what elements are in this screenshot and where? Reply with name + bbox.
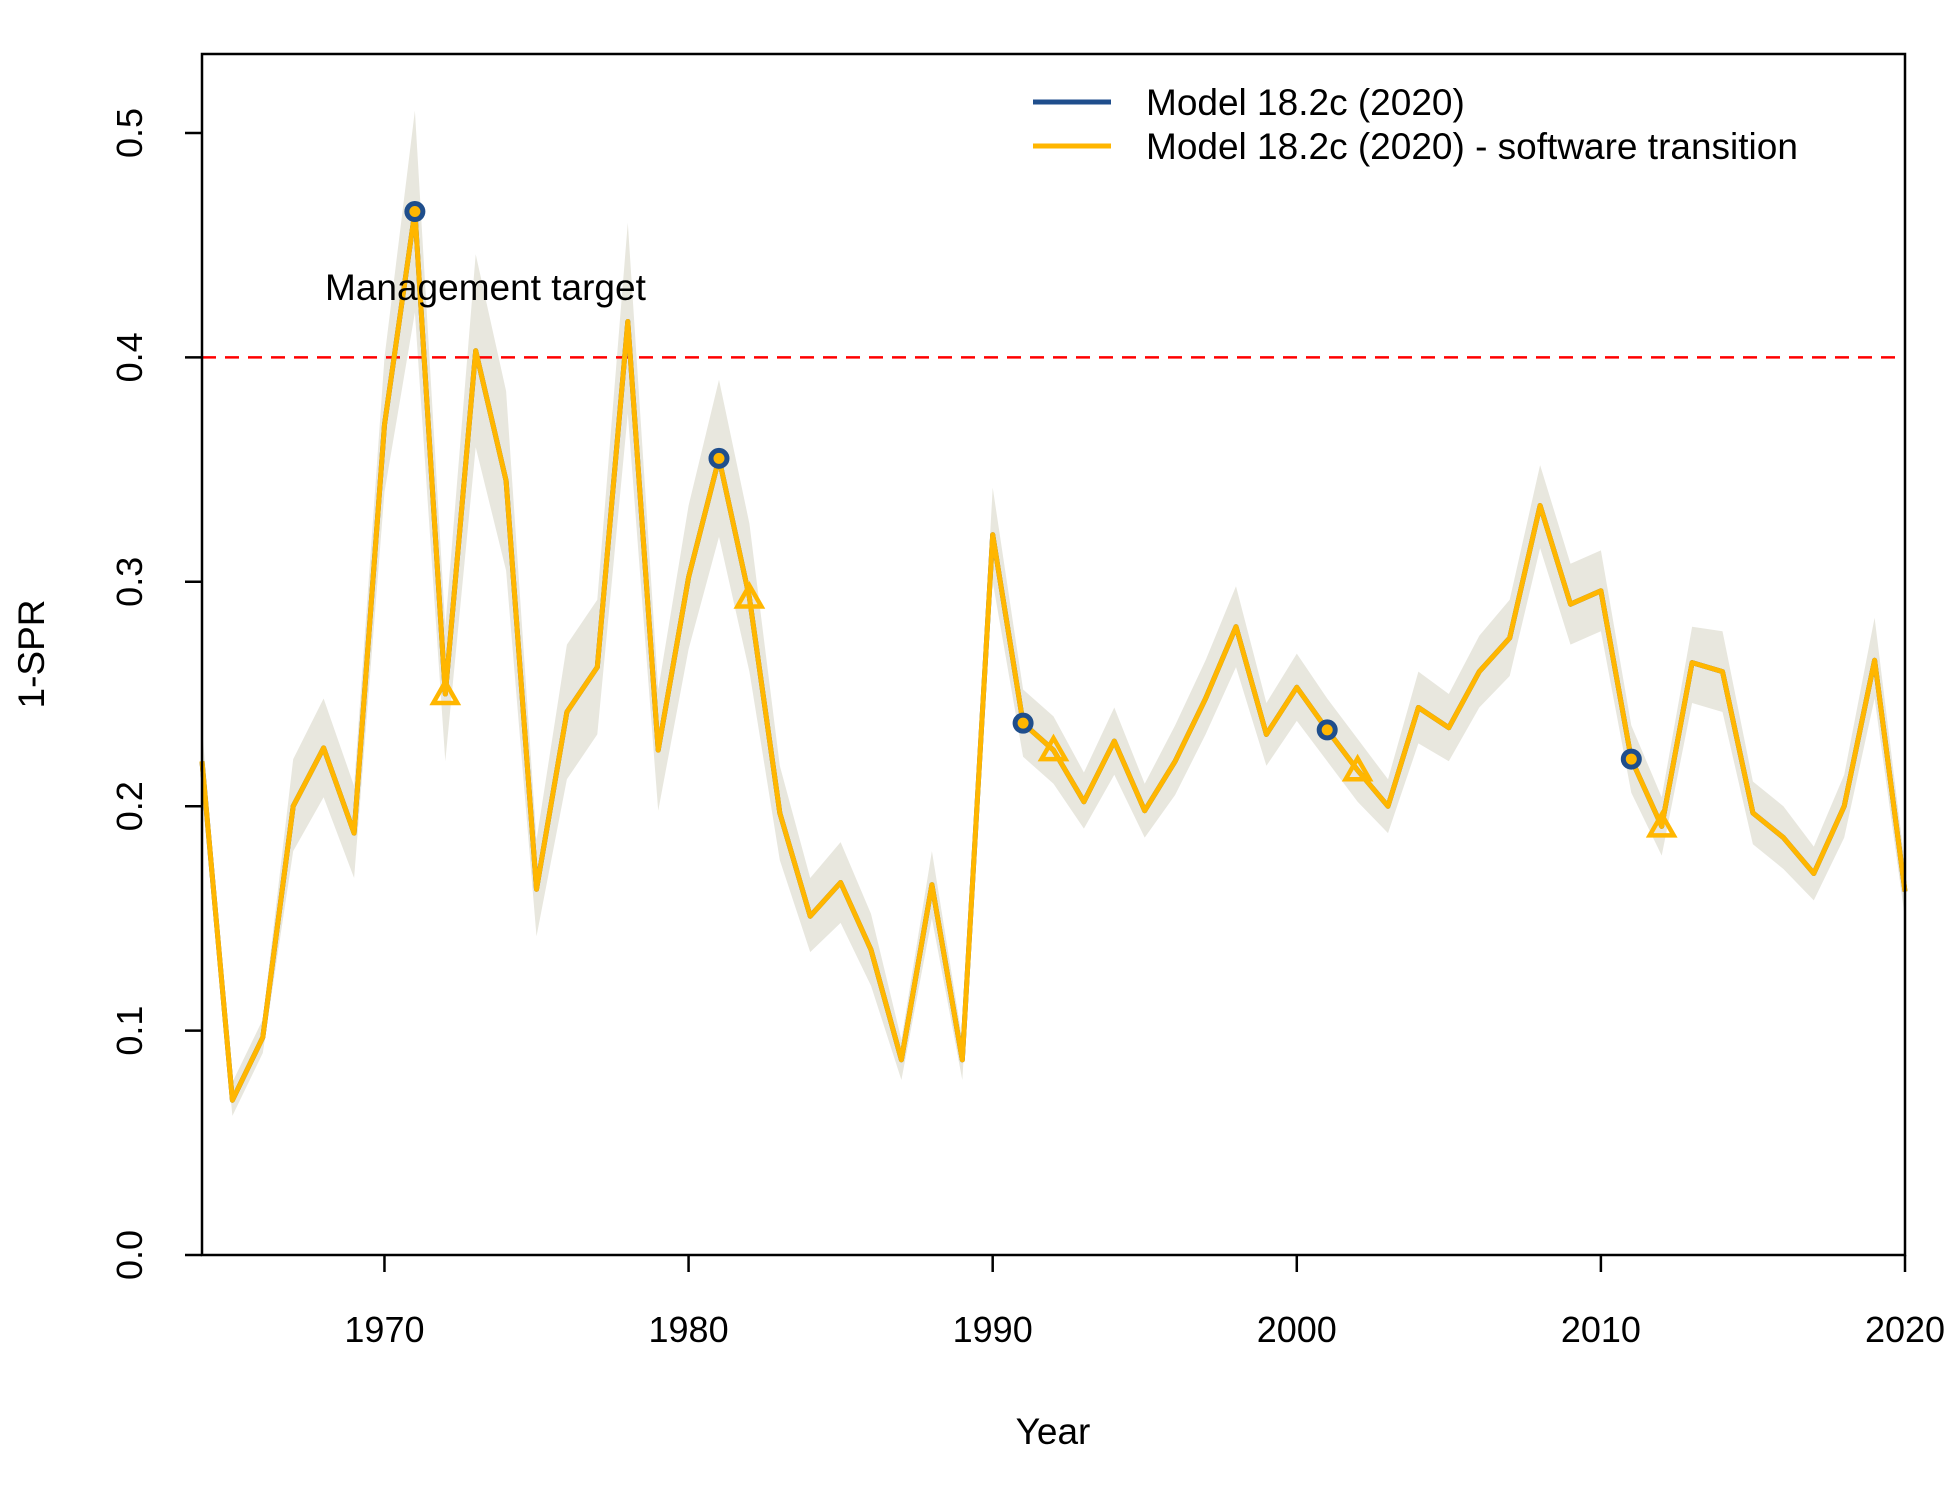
circle-marker-1991 — [1012, 712, 1034, 734]
y-axis-title: 1-SPR — [11, 600, 52, 709]
series-line-layer — [199, 209, 1908, 1103]
marker-layer — [404, 201, 1678, 838]
plot-frame — [200, 52, 1907, 1257]
circle-marker-2001 — [1316, 719, 1338, 741]
triangle-marker-1972 — [429, 677, 462, 706]
triangle-marker-1992 — [1037, 733, 1070, 762]
uncertainty-band — [202, 110, 1905, 1116]
y-tick-label-0.5: 0.5 — [109, 108, 150, 158]
y-tick-label-0.1: 0.1 — [109, 1006, 150, 1056]
x-tick-label-1970: 1970 — [344, 1309, 424, 1350]
y-tick-label-0.0: 0.0 — [109, 1230, 150, 1280]
y-tick-label-0.4: 0.4 — [109, 332, 150, 382]
y-tick-label-0.2: 0.2 — [109, 781, 150, 831]
uncertainty-band-layer — [202, 110, 1905, 1116]
x-tick-label-1980: 1980 — [649, 1309, 729, 1350]
x-tick-label-1990: 1990 — [953, 1309, 1033, 1350]
triangle-marker-2002 — [1341, 753, 1374, 782]
y-tick-label-0.3: 0.3 — [109, 557, 150, 607]
legend: Model 18.2c (2020) Model 18.2c (2020) - … — [1033, 82, 1798, 167]
circle-marker-1971 — [404, 201, 426, 223]
management-target-label: Management target — [325, 267, 647, 308]
x-tick-label-2000: 2000 — [1257, 1309, 1337, 1350]
triangle-marker-2012 — [1645, 809, 1678, 838]
legend-label-model-18-2c: Model 18.2c (2020) — [1146, 82, 1465, 123]
x-tick-label-2020: 2020 — [1865, 1309, 1945, 1350]
circle-marker-2011 — [1620, 748, 1642, 770]
series-line-model-18-2c — [199, 209, 1908, 1103]
circle-marker-1981 — [708, 447, 730, 469]
x-tick-label-2010: 2010 — [1561, 1309, 1641, 1350]
x-axis-title: Year — [1016, 1411, 1091, 1452]
series-line-software-transition — [199, 209, 1908, 1103]
legend-label-software-transition: Model 18.2c (2020) - software transition — [1146, 126, 1798, 167]
axis-layer: 1970 1980 1990 2000 2010 2020 0.0 0.1 0.2 0.3 0.4 0… — [109, 108, 1945, 1350]
triangle-marker-1982 — [733, 580, 766, 609]
